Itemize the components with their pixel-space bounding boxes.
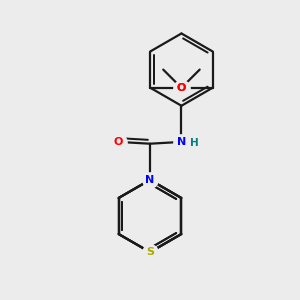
Text: H: H — [190, 139, 199, 148]
Text: S: S — [146, 247, 154, 257]
Text: O: O — [177, 83, 186, 93]
Text: N: N — [177, 137, 186, 147]
Text: O: O — [177, 83, 186, 93]
Text: O: O — [114, 137, 123, 147]
Text: N: N — [146, 175, 154, 185]
